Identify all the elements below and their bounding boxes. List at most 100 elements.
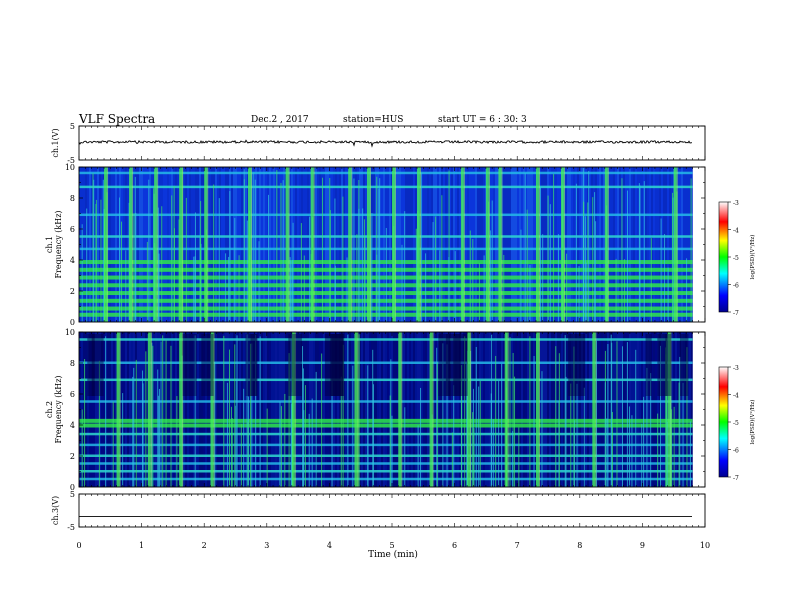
- emission-spike: [280, 182, 282, 322]
- noise-streak: [517, 332, 519, 487]
- noise-streak: [149, 167, 151, 322]
- emission-burst: [498, 167, 502, 322]
- emission-burst-edge: [501, 167, 503, 322]
- emission-spike: [302, 346, 304, 487]
- noise-streak: [155, 332, 157, 487]
- noise-streak: [675, 332, 677, 487]
- noise-streak: [459, 167, 461, 322]
- emission-spike: [585, 216, 587, 322]
- emission-spike: [122, 393, 124, 487]
- emission-spike: [218, 198, 220, 322]
- emission-spike: [165, 340, 167, 487]
- noise-streak: [573, 167, 575, 322]
- noise-streak: [649, 332, 651, 487]
- noise-streak: [221, 167, 223, 322]
- noise-streak: [599, 332, 601, 487]
- noise-streak: [531, 332, 533, 487]
- emission-spike: [686, 347, 688, 487]
- noise-streak: [283, 167, 285, 322]
- emission-burst-edge: [182, 167, 184, 322]
- emission-burst: [248, 167, 252, 322]
- noise-streak: [433, 167, 435, 322]
- emission-spike: [495, 355, 497, 487]
- noise-streak: [471, 332, 473, 487]
- noise-streak: [377, 167, 379, 322]
- noise-streak: [337, 167, 339, 322]
- frequency-band: [79, 432, 693, 436]
- noise-streak: [449, 332, 451, 487]
- noise-streak: [647, 167, 649, 322]
- emission-spike: [616, 341, 618, 487]
- noise-streak: [499, 332, 501, 487]
- noise-streak: [659, 332, 661, 487]
- emission-spike: [643, 396, 645, 487]
- noise-streak: [623, 332, 625, 487]
- frequency-band: [79, 462, 693, 465]
- noise-streak: [123, 167, 125, 322]
- emission-spike: [635, 349, 637, 487]
- noise-streak: [217, 167, 219, 322]
- noise-streak: [437, 167, 439, 322]
- emission-spike: [322, 177, 324, 322]
- emission-burst-edge: [470, 332, 472, 487]
- emission-spike: [356, 234, 358, 322]
- dark-patch: [91, 334, 104, 396]
- emission-spike: [353, 178, 355, 322]
- noise-streak: [83, 332, 85, 487]
- noise-streak: [271, 332, 273, 487]
- noise-streak: [571, 167, 573, 322]
- emission-spike: [415, 228, 417, 322]
- noise-streak: [677, 167, 679, 322]
- y-tick-label: 8: [70, 194, 75, 203]
- emission-spike: [401, 244, 403, 322]
- noise-streak: [183, 167, 185, 322]
- colorbar-tick-label: -3: [733, 200, 739, 207]
- y-tick-label: 10: [65, 163, 75, 172]
- emission-spike: [157, 207, 159, 322]
- emission-burst-edge: [357, 332, 359, 487]
- emission-spike: [279, 401, 281, 487]
- emission-spike: [492, 419, 494, 487]
- noise-streak: [85, 167, 87, 322]
- noise-streak: [467, 167, 469, 322]
- noise-streak: [513, 167, 515, 322]
- noise-streak: [325, 332, 327, 487]
- noise-streak: [481, 332, 483, 487]
- noise-streak: [239, 167, 241, 322]
- noise-streak: [347, 167, 349, 322]
- noise-streak: [307, 332, 309, 487]
- emission-burst-edge: [564, 167, 566, 322]
- emission-burst-edge: [395, 167, 396, 322]
- emission-burst-edge: [119, 332, 121, 487]
- noise-streak: [531, 167, 533, 322]
- noise-streak: [89, 332, 91, 487]
- y-tick-label: -5: [67, 156, 75, 165]
- noise-streak: [305, 167, 307, 322]
- noise-streak: [199, 332, 201, 487]
- noise-streak: [381, 167, 383, 322]
- noise-streak: [687, 167, 689, 322]
- emission-spike: [435, 216, 437, 322]
- noise-streak: [451, 332, 453, 487]
- emission-spike: [672, 192, 674, 322]
- noise-streak: [203, 332, 205, 487]
- emission-spike: [152, 345, 154, 487]
- emission-spike: [255, 334, 257, 487]
- noise-streak: [187, 167, 189, 322]
- emission-burst: [504, 332, 508, 487]
- emission-burst-edge: [507, 332, 509, 487]
- emission-spike: [565, 376, 567, 487]
- noise-streak: [95, 332, 97, 487]
- noise-streak: [439, 332, 441, 487]
- emission-spike: [690, 178, 692, 322]
- emission-spike: [420, 172, 422, 322]
- colorbar: -3 -4 -5 -6 -7 log(PSD)(V²/Hz): [718, 365, 756, 482]
- noise-streak: [581, 332, 583, 487]
- emission-spike: [100, 199, 102, 322]
- noise-streak: [363, 332, 365, 487]
- noise-streak: [429, 167, 431, 322]
- emission-spike: [650, 238, 652, 322]
- emission-spike: [84, 359, 86, 487]
- noise-streak: [339, 167, 341, 322]
- emission-burst: [417, 167, 421, 322]
